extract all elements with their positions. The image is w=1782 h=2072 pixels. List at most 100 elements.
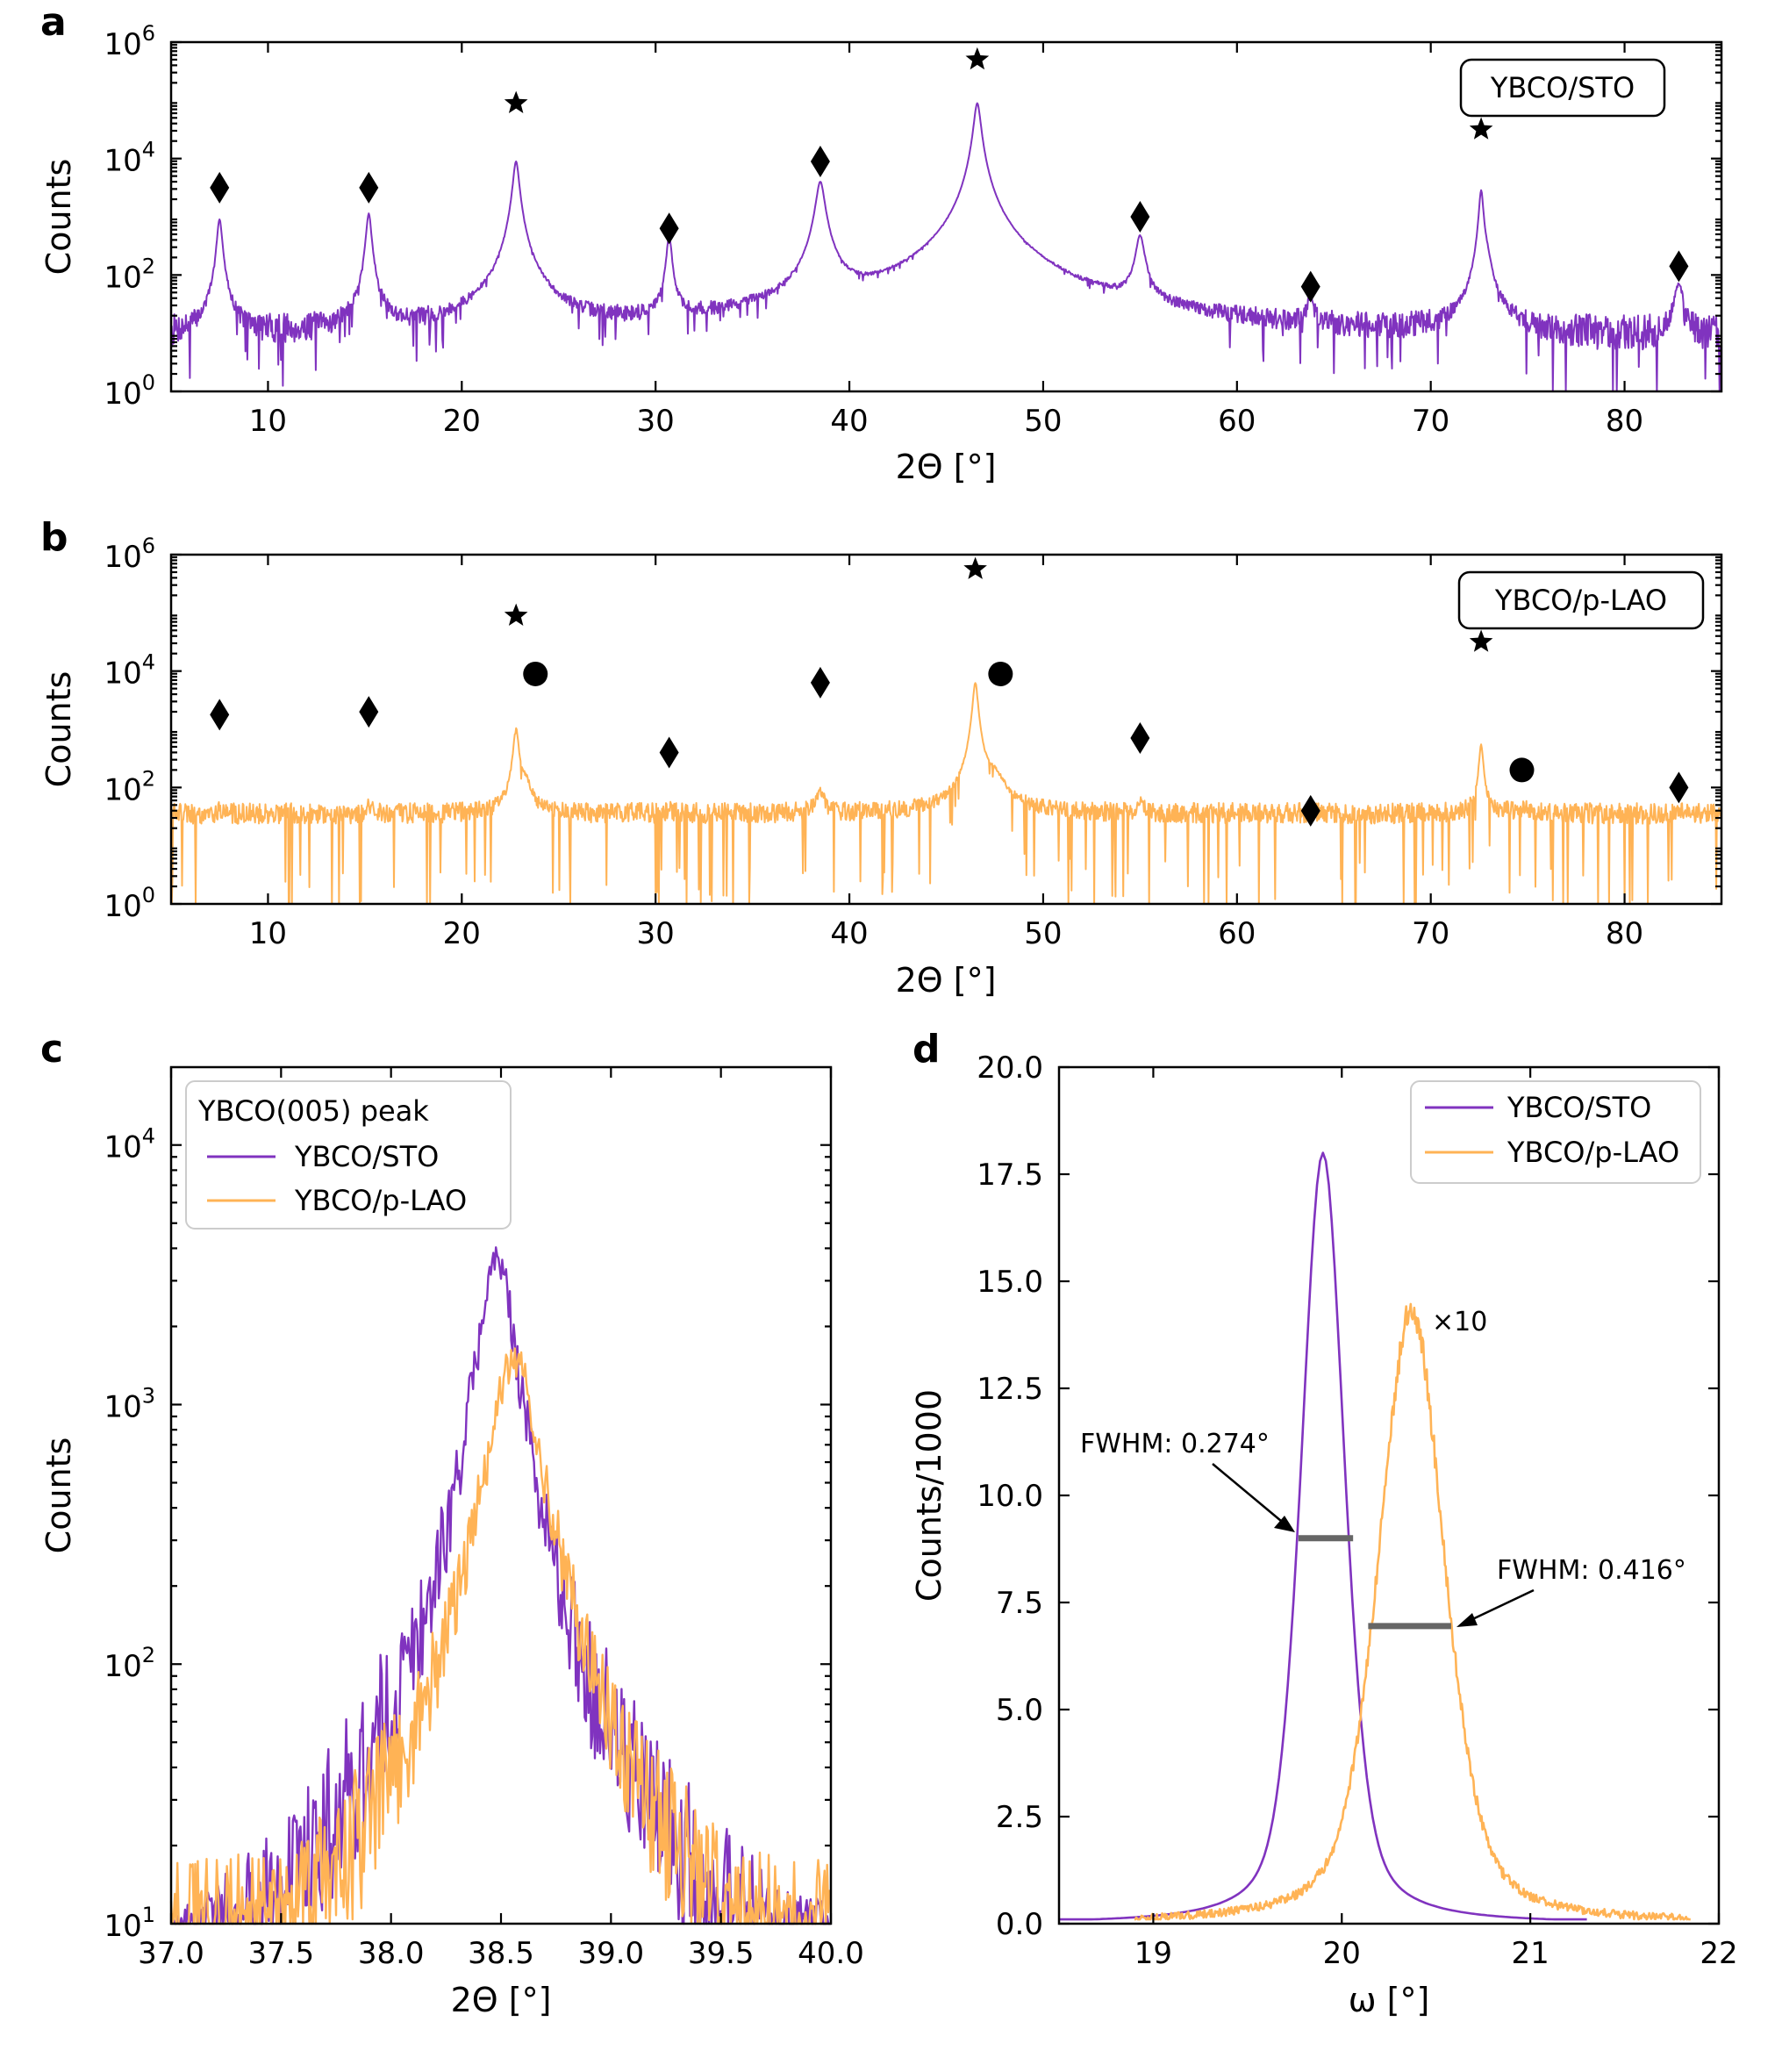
panel-c-xtick-label-5: 39.5 (688, 1936, 755, 1971)
panel-a-letter: a (40, 0, 67, 45)
panel-b-ylabel: Counts (39, 671, 78, 788)
panel-a-ticks: 10 20 30 40 50 60 70 80 100 102 104 106 (104, 21, 1721, 439)
panel-a-xtick-label-0: 10 (249, 404, 287, 439)
panel-b-xtick-label-7: 80 (1606, 916, 1643, 951)
panel-a-xtick-label-5: 60 (1218, 404, 1256, 439)
panel-a-marker-star-2 (504, 90, 528, 113)
panel-c-xlabel: 2Θ [°] (451, 1981, 552, 2019)
panel-b-marker-diamond-12 (1669, 771, 1689, 804)
panel-d-fwhm-arrow-lao-shaft (1466, 1588, 1535, 1624)
panel-b-marker-diamond-5 (810, 666, 830, 699)
panel-c-legend-label-lao: YBCO/p-LAO (294, 1184, 467, 1217)
panel-d-legend-label-lao: YBCO/p-LAO (1506, 1136, 1679, 1169)
panel-d-letter: d (912, 1027, 941, 1072)
panel-d-ticks: 19 20 21 22 0.0 2.5 5.0 7.5 10.0 12.5 15.0 17.5 20.0 (977, 1050, 1737, 1971)
panel-d-fwhm-arrow-lao-head (1456, 1613, 1478, 1627)
panel-b-ytick-label-2: 104 (104, 650, 155, 692)
panel-a-ytick-label-3: 106 (104, 21, 155, 62)
panel-a-label-box-text: YBCO/STO (1490, 71, 1635, 104)
panel-d-ytick-label-7: 17.5 (977, 1158, 1043, 1193)
panel-d-series-line-0 (1059, 1151, 1587, 1921)
panel-b-series-line (170, 682, 1722, 905)
panel-d-series-line-1 (1134, 1302, 1691, 1921)
panel-d-xtick-label-2: 21 (1512, 1936, 1549, 1971)
panel-d-xtick-label-3: 22 (1700, 1936, 1737, 1971)
panel-a-xlabel: 2Θ [°] (896, 448, 997, 486)
panel-b-xtick-label-0: 10 (249, 916, 287, 951)
panel-b-xtick-label-5: 60 (1218, 916, 1256, 951)
panel-c-legend-title: YBCO(005) peak (197, 1094, 429, 1128)
panel-b-marker-star-10 (1469, 629, 1493, 652)
panel-b-marker-circle-7 (988, 661, 1013, 686)
panel-b-marker-circle-3 (523, 661, 548, 686)
panel-b-ticks: 10 20 30 40 50 60 70 80 100 102 104 106 (104, 534, 1721, 951)
panel-c-legend-label-sto: YBCO/STO (294, 1140, 439, 1173)
panel-b-marker-diamond-0 (210, 699, 230, 731)
panel-a-label-box-frame (1459, 58, 1666, 118)
panel-c-xtick-label-0: 37.0 (138, 1936, 204, 1971)
panel-d-xtick-label-1: 20 (1323, 1936, 1361, 1971)
panel-b-label-box-text: YBCO/p-LAO (1494, 584, 1667, 617)
panel-a-marker-diamond-1 (359, 171, 379, 204)
panel-d-ytick-label-6: 15.0 (977, 1265, 1043, 1300)
panel-a-axes-frame (169, 40, 1723, 393)
panel-a-xtick-label-4: 50 (1024, 404, 1062, 439)
panel-d-fwhm-arrow-sto-shaft (1212, 1463, 1287, 1526)
panel-b-xlabel: 2Θ [°] (896, 961, 997, 1000)
panel-b-marker-star-2 (504, 603, 528, 626)
panel-d-fwhm-label-sto: FWHM: 0.274° (1080, 1429, 1270, 1459)
panel-c-ylabel: Counts (39, 1437, 78, 1554)
panel-b-xtick-label-6: 70 (1412, 916, 1449, 951)
panel-b-ytick-label-1: 102 (104, 766, 155, 807)
panel-a-marker-diamond-3 (659, 212, 679, 245)
panel-d-fwhm-arrow-sto (1212, 1463, 1295, 1532)
panel-d-ytick-label-2: 5.0 (996, 1693, 1043, 1728)
panel-a-series-line (170, 102, 1722, 392)
panel-a-marker-diamond-6 (1130, 201, 1150, 233)
panel-b-letter: b (40, 515, 68, 560)
panel-c: c 37.0 37.5 38.0 38.5 39.0 39.5 40.0 101 102 103 1… (39, 1027, 864, 2019)
panel-d-plot-area (1059, 1151, 1691, 1921)
panel-b-marker-diamond-4 (659, 736, 679, 769)
panel-c-ytick-label-1: 102 (104, 1643, 155, 1684)
panel-b-marker-diamond-8 (1130, 721, 1150, 754)
panel-c-ytick-label-0: 101 (104, 1903, 155, 1944)
panel-a-ytick-label-1: 102 (104, 254, 155, 295)
panel-b-axes-frame (169, 553, 1723, 906)
panel-a-marker-diamond-0 (210, 171, 230, 204)
panel-a-peak-markers (210, 47, 1689, 303)
panel-c-xtick-label-3: 38.5 (468, 1936, 534, 1971)
panel-d-fwhm-arrow-sto-head (1274, 1516, 1295, 1532)
panel-d-legend-label-sto: YBCO/STO (1506, 1091, 1651, 1124)
panel-c-ticks: 37.0 37.5 38.0 38.5 39.0 39.5 40.0 101 102 103 104 (104, 1067, 864, 1971)
panel-d-legend: YBCO/STO YBCO/p-LAO (1410, 1080, 1701, 1184)
panel-a-xtick-label-7: 80 (1606, 404, 1643, 439)
panel-d-fwhm-label-lao: FWHM: 0.416° (1497, 1555, 1686, 1586)
panel-b-ytick-label-3: 106 (104, 534, 155, 575)
panel-c-ytick-label-3: 104 (104, 1124, 155, 1165)
panel-b-marker-star-6 (963, 556, 987, 579)
panel-b-label-box-frame (1457, 570, 1705, 630)
panel-a-marker-diamond-9 (1669, 250, 1689, 283)
panel-d-ytick-label-4: 10.0 (977, 1479, 1043, 1514)
panel-c-xtick-label-4: 39.0 (577, 1936, 644, 1971)
panel-a-ylabel: Counts (39, 159, 78, 276)
panel-d-ylabel: Counts/1000 (910, 1389, 948, 1602)
panel-b-peak-markers (210, 556, 1689, 827)
panel-a-xtick-label-3: 40 (830, 404, 868, 439)
panel-c-ytick-label-2: 103 (104, 1383, 155, 1424)
panel-c-letter: c (40, 1027, 63, 1072)
panel-a-ytick-label-2: 104 (104, 138, 155, 179)
panel-b-xtick-label-4: 50 (1024, 916, 1062, 951)
panel-a-plot-area (170, 102, 1722, 392)
panel-a-marker-diamond-7 (1300, 270, 1320, 303)
panel-d-ytick-label-5: 12.5 (977, 1372, 1043, 1407)
panel-c-legend-frame (185, 1080, 512, 1230)
panel-d-ytick-label-1: 2.5 (996, 1800, 1043, 1835)
panel-c-xtick-label-1: 37.5 (247, 1936, 314, 1971)
panel-d-xlabel: ω [°] (1349, 1981, 1430, 2019)
panel-a-marker-star-8 (1469, 117, 1493, 140)
panel-b-xtick-label-2: 30 (637, 916, 675, 951)
